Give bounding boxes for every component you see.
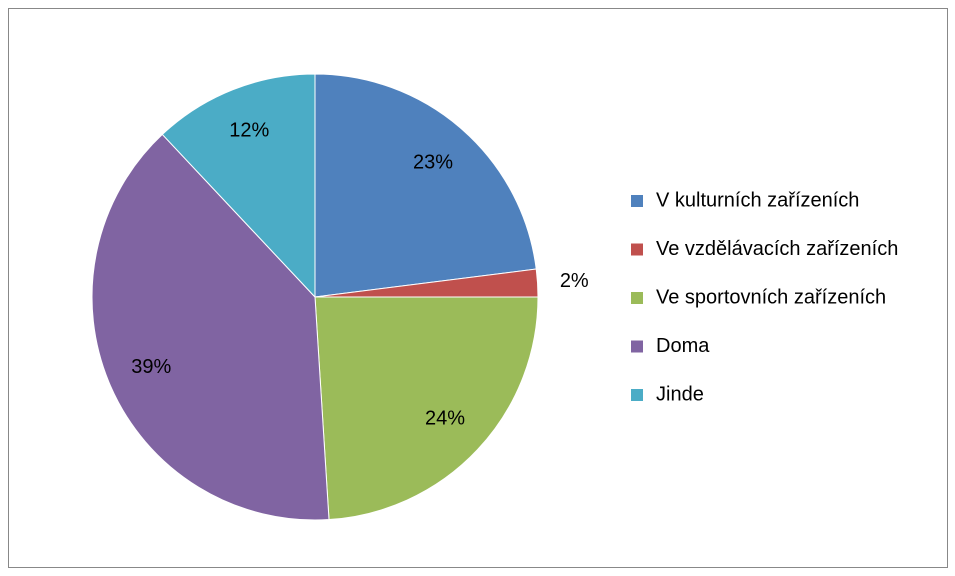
pie-slice [161,73,316,299]
legend-label: Doma [656,335,710,357]
legend-label: V kulturních zařízeních [656,189,859,211]
legend-swatch [631,195,643,207]
pie-slice [314,296,539,521]
legend-swatch [631,292,643,304]
legend-label: Ve vzdělávacích zařízeních [656,238,898,260]
pie-slice [314,73,537,298]
data-label: 23% [413,151,453,173]
legend-swatch [631,340,643,353]
legend-label: Ve sportovních zařízeních [656,286,886,308]
legend-swatch [631,389,643,401]
data-label: 39% [131,356,171,378]
legend-swatch [631,243,643,256]
data-label: 12% [229,119,269,141]
data-label: 2% [560,270,589,292]
legend-label: Jinde [656,383,704,405]
data-label: 24% [425,407,465,429]
pie-slice [91,133,330,521]
